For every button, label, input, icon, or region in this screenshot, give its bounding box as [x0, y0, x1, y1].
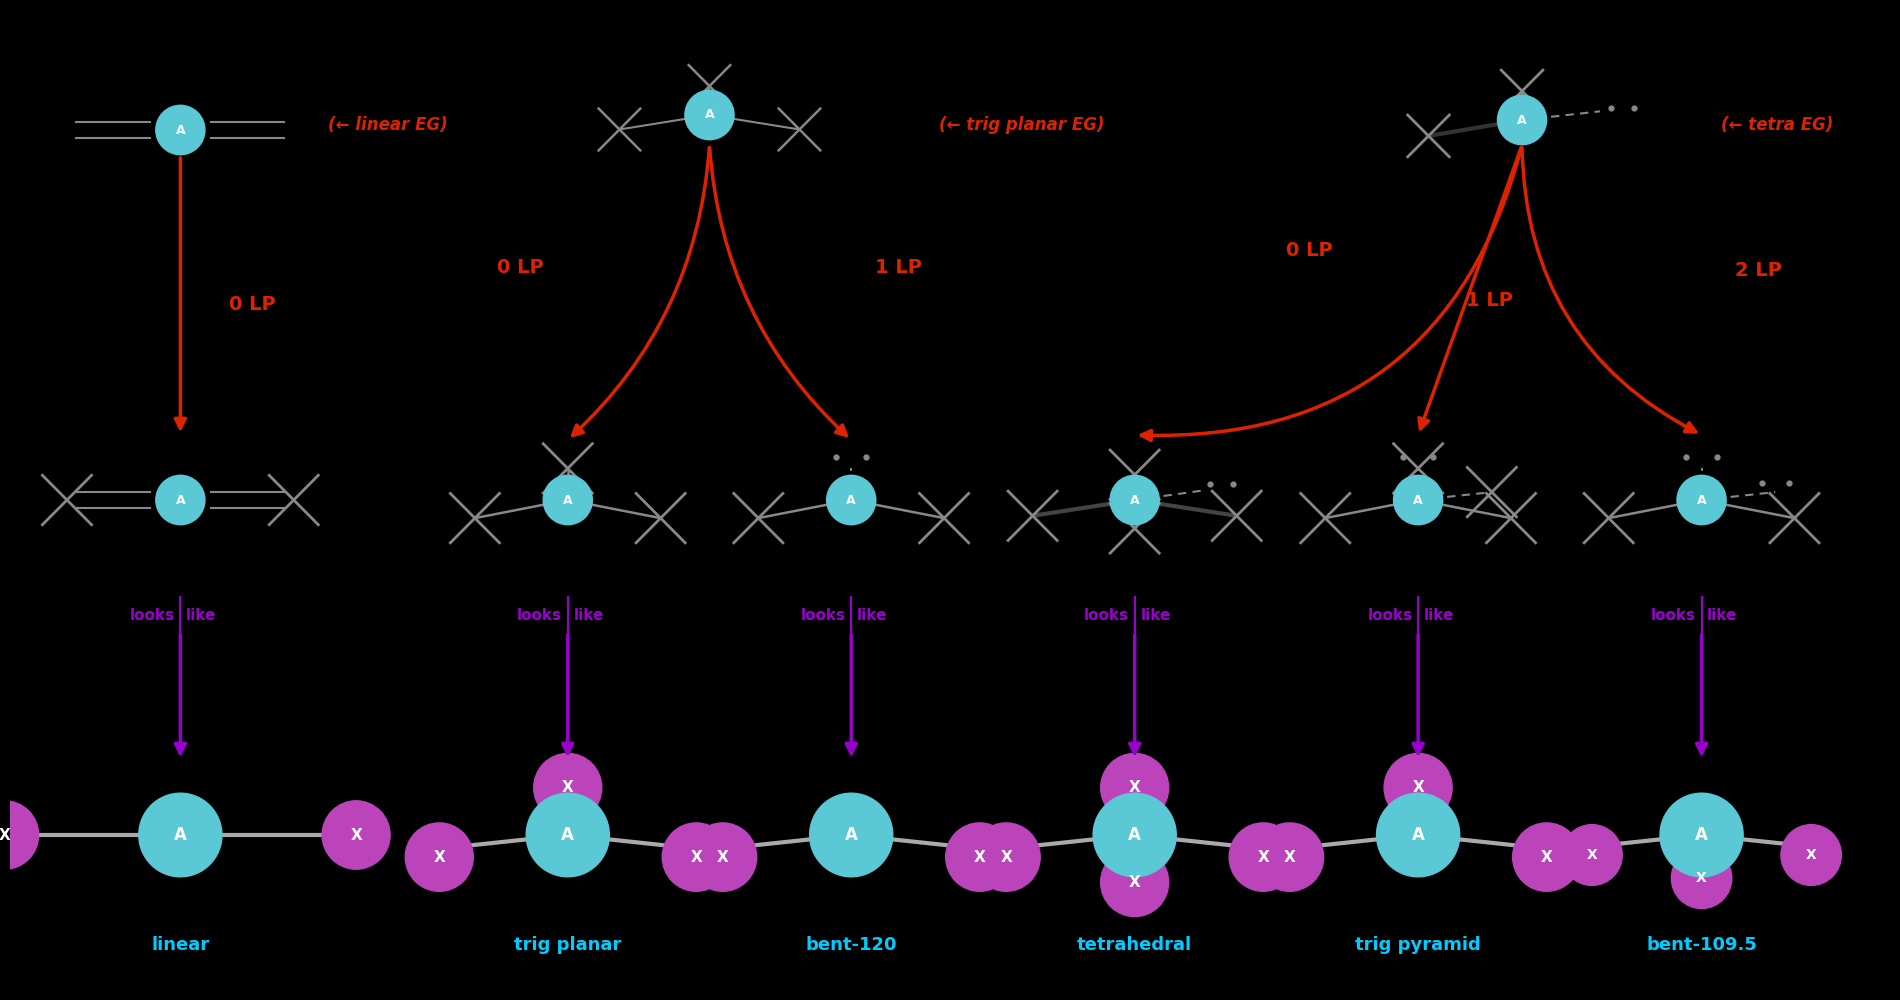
Text: A: A — [175, 826, 186, 844]
FancyArrowPatch shape — [572, 148, 709, 435]
Ellipse shape — [1383, 753, 1452, 822]
Text: X: X — [350, 828, 363, 842]
Text: A: A — [560, 826, 574, 844]
Text: A: A — [562, 493, 572, 506]
Text: X: X — [1412, 780, 1423, 795]
Ellipse shape — [0, 801, 38, 869]
Text: X: X — [690, 850, 703, 865]
Text: linear: linear — [152, 936, 209, 954]
Text: looks: looks — [1368, 607, 1412, 622]
Text: like: like — [1423, 607, 1454, 622]
Text: X: X — [1586, 848, 1598, 862]
Ellipse shape — [323, 801, 389, 869]
Ellipse shape — [809, 793, 893, 877]
Text: X: X — [999, 850, 1013, 865]
Text: X: X — [0, 828, 11, 842]
FancyArrowPatch shape — [711, 148, 846, 435]
Text: (← tetra EG): (← tetra EG) — [1721, 116, 1834, 134]
Text: 2 LP: 2 LP — [1735, 260, 1782, 279]
Ellipse shape — [1378, 793, 1459, 877]
Ellipse shape — [1672, 848, 1731, 909]
Ellipse shape — [1092, 793, 1176, 877]
Text: X: X — [1697, 871, 1706, 885]
Text: X: X — [1129, 780, 1140, 795]
Ellipse shape — [1229, 823, 1298, 891]
Text: A: A — [175, 123, 184, 136]
Ellipse shape — [1100, 848, 1168, 917]
Text: looks: looks — [517, 607, 562, 622]
Ellipse shape — [405, 823, 473, 891]
Ellipse shape — [534, 753, 602, 822]
Text: X: X — [433, 850, 445, 865]
Text: A: A — [1518, 113, 1528, 126]
Ellipse shape — [826, 475, 876, 525]
Ellipse shape — [156, 105, 205, 155]
Text: trig pyramid: trig pyramid — [1355, 936, 1480, 954]
Text: (← trig planar EG): (← trig planar EG) — [939, 116, 1104, 134]
Text: A: A — [1129, 826, 1142, 844]
Text: like: like — [1140, 607, 1170, 622]
Text: 0 LP: 0 LP — [498, 258, 543, 277]
Ellipse shape — [1497, 95, 1547, 145]
Text: bent-120: bent-120 — [806, 936, 897, 954]
Text: X: X — [1541, 850, 1552, 865]
Text: trig planar: trig planar — [515, 936, 621, 954]
Text: A: A — [846, 826, 857, 844]
Ellipse shape — [1393, 475, 1442, 525]
Text: X: X — [1805, 848, 1816, 862]
Text: A: A — [705, 108, 714, 121]
Ellipse shape — [1256, 823, 1324, 891]
Text: X: X — [716, 850, 728, 865]
Text: (← linear EG): (← linear EG) — [329, 116, 448, 134]
Text: looks: looks — [1085, 607, 1129, 622]
Text: like: like — [574, 607, 604, 622]
Ellipse shape — [1661, 793, 1742, 877]
Text: bent-109.5: bent-109.5 — [1645, 936, 1758, 954]
Ellipse shape — [1100, 753, 1168, 822]
Text: 1 LP: 1 LP — [1467, 290, 1514, 310]
Text: tetrahedral: tetrahedral — [1077, 936, 1191, 954]
Text: A: A — [1695, 826, 1708, 844]
Text: looks: looks — [1651, 607, 1697, 622]
Ellipse shape — [684, 90, 733, 140]
Ellipse shape — [1562, 825, 1623, 885]
Text: A: A — [1130, 493, 1140, 506]
Text: looks: looks — [129, 607, 175, 622]
Ellipse shape — [946, 823, 1015, 891]
Text: A: A — [1412, 826, 1425, 844]
Ellipse shape — [1110, 475, 1159, 525]
Text: A: A — [1414, 493, 1423, 506]
FancyArrowPatch shape — [1522, 148, 1695, 432]
Text: X: X — [562, 780, 574, 795]
Text: like: like — [186, 607, 217, 622]
Ellipse shape — [663, 823, 730, 891]
Text: A: A — [175, 493, 184, 506]
Text: like: like — [857, 607, 887, 622]
Text: A: A — [1697, 493, 1706, 506]
Text: A: A — [846, 493, 857, 506]
Text: X: X — [1258, 850, 1269, 865]
Text: 0 LP: 0 LP — [228, 295, 276, 314]
Text: looks: looks — [800, 607, 846, 622]
FancyArrowPatch shape — [1142, 148, 1522, 440]
Ellipse shape — [1678, 475, 1725, 525]
Text: X: X — [975, 850, 986, 865]
Text: 0 LP: 0 LP — [1286, 240, 1332, 259]
Ellipse shape — [688, 823, 756, 891]
Ellipse shape — [1780, 825, 1841, 885]
Text: 1 LP: 1 LP — [876, 258, 922, 277]
Text: X: X — [1284, 850, 1296, 865]
Text: like: like — [1708, 607, 1739, 622]
Ellipse shape — [543, 475, 593, 525]
Ellipse shape — [156, 475, 205, 525]
Ellipse shape — [139, 793, 222, 877]
Text: X: X — [1129, 875, 1140, 890]
Ellipse shape — [526, 793, 610, 877]
Ellipse shape — [1512, 823, 1581, 891]
Ellipse shape — [973, 823, 1039, 891]
